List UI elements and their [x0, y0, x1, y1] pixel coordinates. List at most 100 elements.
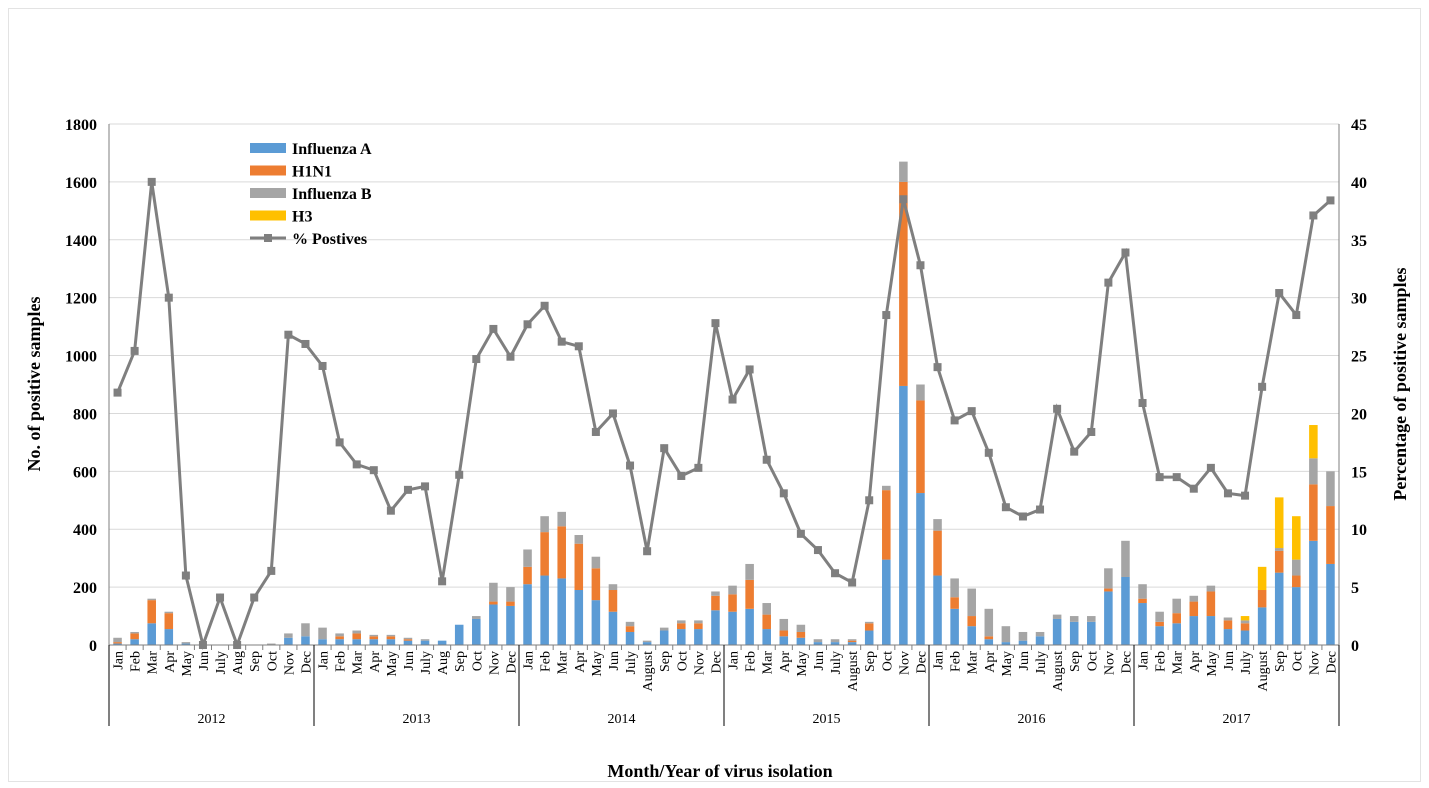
month-tick-label: Oct — [880, 651, 895, 671]
legend: Influenza A H1N1 Influenza B H3 % Postives — [250, 141, 372, 248]
line-marker — [933, 363, 942, 372]
bar-segment — [523, 566, 532, 585]
month-tick-label: Dec — [914, 651, 929, 674]
line-marker — [1172, 473, 1181, 482]
bar-segment — [386, 639, 396, 645]
bar-segment — [1087, 621, 1096, 645]
line-marker — [1001, 503, 1010, 512]
month-tick-label: Apr — [368, 651, 383, 673]
month-tick-label: Aug — [436, 651, 451, 675]
month-tick-label: Oct — [265, 651, 280, 671]
month-tick-label: Feb — [539, 651, 554, 672]
bar-segment — [335, 639, 344, 645]
year-label: 2012 — [198, 712, 226, 727]
line-marker — [882, 311, 891, 320]
bar-segment — [557, 526, 566, 579]
month-tick-label: July — [1239, 651, 1254, 674]
bar-segment — [1240, 623, 1250, 631]
axes: 0 200 400 600 800 1000 1200 1400 1600 1800 0 5 10 15 2… — [65, 117, 1367, 727]
bar-segment — [369, 639, 379, 645]
legend-label: % Postives — [292, 231, 367, 248]
bar-segment — [181, 642, 191, 644]
y-left-tick-label: 200 — [73, 580, 97, 597]
y-left-tick-label: 800 — [73, 406, 97, 423]
y-right-tick-label: 25 — [1351, 349, 1367, 366]
bar-segment — [745, 608, 754, 645]
bar-segment — [1292, 587, 1301, 645]
year-label: 2013 — [403, 712, 431, 727]
bar-segment — [352, 639, 361, 645]
bar-segment — [762, 629, 771, 645]
y-left-tick-label: 400 — [73, 522, 97, 539]
y-right-tick-label: 10 — [1351, 522, 1367, 539]
bar-segment — [830, 639, 840, 643]
bar-segment — [711, 591, 720, 596]
line-marker — [403, 485, 412, 494]
y-right-tick-label: 20 — [1351, 406, 1367, 423]
bar-segment — [523, 549, 532, 567]
bar-segment — [147, 623, 156, 645]
bar-segment — [1240, 616, 1250, 621]
bar-segment — [882, 490, 891, 560]
bar-segment — [677, 629, 686, 645]
bar-segment — [420, 639, 430, 641]
month-tick-label: Oct — [675, 651, 690, 671]
month-tick-label: May — [590, 651, 605, 677]
bar-segment — [540, 575, 549, 645]
bar-segment — [1240, 630, 1250, 645]
bar-segment — [711, 610, 720, 645]
month-tick-label: Nov — [282, 651, 297, 675]
line-marker — [608, 409, 617, 418]
bar-segment — [779, 636, 789, 645]
bar-segment — [1052, 618, 1062, 645]
bar-segment — [762, 603, 771, 615]
bar-segment — [1257, 566, 1267, 591]
line-marker — [1241, 491, 1250, 500]
bar-segment — [1155, 611, 1164, 622]
bar-segment — [318, 639, 327, 645]
bar-segment — [1172, 598, 1181, 614]
bar-segment — [1206, 591, 1216, 617]
bar-segment — [1104, 591, 1113, 645]
line-marker — [557, 337, 566, 346]
bar-segment — [882, 559, 891, 645]
line-marker — [216, 593, 225, 602]
line-marker — [1138, 399, 1147, 408]
month-tick-label: Mar — [966, 651, 981, 675]
month-tick-label: Jan — [317, 651, 332, 670]
line-marker — [711, 319, 720, 328]
x-axis-label: Month/Year of virus isolation — [607, 761, 832, 781]
y-left-tick-label: 0 — [89, 638, 97, 655]
bar-segment — [130, 633, 139, 640]
y-right-tick-label: 35 — [1351, 233, 1367, 250]
line-marker — [1189, 484, 1198, 493]
line-marker — [250, 593, 259, 602]
bar-segment — [694, 620, 703, 624]
bar-segment — [899, 385, 908, 645]
bar-segment — [1172, 613, 1181, 624]
month-tick-label: Sep — [1068, 651, 1083, 672]
month-tick-label: Dec — [299, 651, 314, 674]
bar-segment — [933, 575, 942, 645]
bar-segment — [1121, 576, 1130, 645]
bar-segment — [369, 634, 379, 637]
bar-segment — [1240, 620, 1250, 624]
month-tick-label: Nov — [692, 651, 707, 675]
legend-swatch — [250, 210, 286, 221]
bar-segment — [864, 630, 874, 645]
bar-segment — [847, 642, 857, 645]
line-marker — [1309, 211, 1318, 220]
legend-label: Influenza B — [292, 186, 372, 203]
month-tick-label: May — [1000, 651, 1015, 677]
bar-segment — [386, 636, 396, 640]
bar-segment — [950, 578, 959, 598]
line-marker — [1258, 382, 1267, 391]
bar-segment — [557, 578, 566, 645]
month-tick-label: Mar — [1171, 651, 1186, 675]
bar-segment — [967, 626, 976, 645]
bar-segment — [1309, 425, 1318, 459]
month-tick-label: Oct — [470, 651, 485, 671]
month-tick-label: Mar — [556, 651, 571, 675]
legend-line-marker — [264, 234, 272, 242]
month-tick-label: Jun — [197, 651, 212, 670]
